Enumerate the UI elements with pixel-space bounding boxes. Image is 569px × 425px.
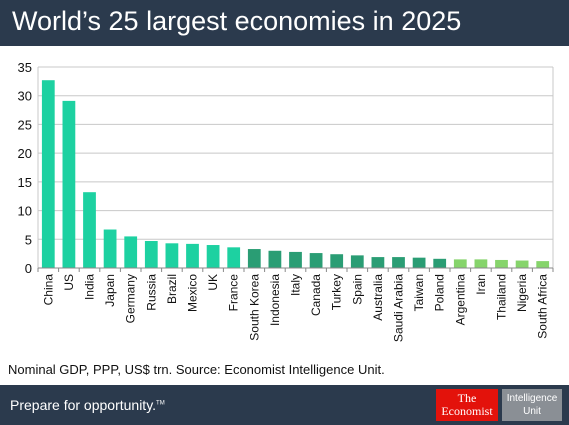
- y-tick-label: 10: [18, 204, 32, 219]
- y-tick-label: 20: [18, 146, 32, 161]
- y-tick-label: 15: [18, 175, 32, 190]
- bar: [453, 259, 467, 268]
- bar: [186, 243, 199, 268]
- x-tick-label: Japan: [103, 274, 117, 307]
- iu-logo-line2: Unit: [523, 406, 541, 417]
- bar: [495, 259, 508, 268]
- bar: [350, 255, 364, 268]
- x-tick-label: Turkey: [330, 274, 344, 310]
- bar: [371, 257, 385, 268]
- x-tick-label: Iran: [474, 274, 488, 295]
- chart-title: World’s 25 largest economies in 2025: [12, 6, 462, 36]
- bar: [247, 249, 261, 268]
- economist-logo-line2: Economist: [441, 404, 493, 418]
- chart-area: 0 5 10 15 20 25 30 35 China US India Japan Germany Ru…: [0, 52, 569, 360]
- bar: [124, 236, 138, 268]
- x-tick-label: India: [83, 274, 97, 300]
- x-tick-label: Italy: [289, 274, 303, 296]
- intelligence-unit-logo: Intelligence Unit: [502, 389, 562, 421]
- bar: [62, 100, 76, 268]
- slogan-text: Prepare for opportunity.: [10, 397, 157, 413]
- y-tick-label: 30: [18, 89, 32, 104]
- bar: [144, 241, 158, 268]
- bar: [165, 243, 179, 268]
- y-tick-label: 5: [25, 232, 32, 247]
- x-tick-label: Nigeria: [515, 274, 529, 312]
- bar: [392, 257, 405, 268]
- x-tick-label: Argentina: [453, 274, 467, 326]
- bar: [268, 250, 282, 268]
- x-tick-label: South Korea: [247, 274, 261, 341]
- bar: [83, 192, 96, 268]
- iu-logo-line1: Intelligence: [506, 393, 558, 404]
- x-tick-label: Australia: [371, 274, 385, 321]
- title-bar: World’s 25 largest economies in 2025: [0, 0, 569, 46]
- slogan: Prepare for opportunity.TM: [10, 397, 165, 413]
- trademark: TM: [156, 400, 165, 407]
- x-tick-label: Saudi Arabia: [392, 274, 406, 342]
- x-tick-label: Indonesia: [268, 274, 282, 326]
- x-tick-label: Canada: [309, 274, 323, 316]
- x-tick-label: Thailand: [495, 274, 509, 320]
- x-tick-label: Germany: [124, 274, 138, 323]
- bar: [206, 245, 220, 268]
- bar: [103, 229, 117, 268]
- x-tick-label: US: [62, 274, 76, 291]
- x-tick-label: Russia: [144, 274, 158, 311]
- bar: [515, 260, 529, 268]
- x-tick-label: Poland: [433, 274, 447, 311]
- bar: [536, 261, 550, 268]
- x-tick-label: Taiwan: [412, 274, 426, 311]
- bar: [289, 251, 302, 268]
- x-tick-label: South Africa: [536, 274, 550, 339]
- x-tick-label: Brazil: [165, 274, 179, 304]
- bar: [412, 257, 426, 268]
- bar: [330, 254, 344, 268]
- y-tick-label: 35: [18, 60, 32, 75]
- bar: [309, 253, 323, 268]
- bar-chart: 0 5 10 15 20 25 30 35 China US India Japan Germany Ru…: [18, 60, 554, 342]
- footer-bar: Prepare for opportunity.TM The Economist…: [0, 385, 569, 425]
- y-tick-label: 25: [18, 117, 32, 132]
- bar: [41, 80, 55, 268]
- bar: [227, 247, 241, 268]
- x-tick-label: France: [227, 274, 241, 312]
- bar: [474, 259, 488, 268]
- economist-logo-line1: The: [457, 391, 477, 405]
- economist-logo: The Economist: [436, 389, 498, 421]
- x-tick-label: China: [41, 274, 55, 306]
- bar: [433, 258, 447, 268]
- source-note: Nominal GDP, PPP, US$ trn. Source: Econo…: [8, 362, 385, 377]
- x-tick-label: Mexico: [186, 274, 200, 312]
- x-tick-label: UK: [206, 274, 220, 291]
- y-tick-label: 0: [25, 261, 32, 276]
- x-tick-label: Spain: [350, 274, 364, 305]
